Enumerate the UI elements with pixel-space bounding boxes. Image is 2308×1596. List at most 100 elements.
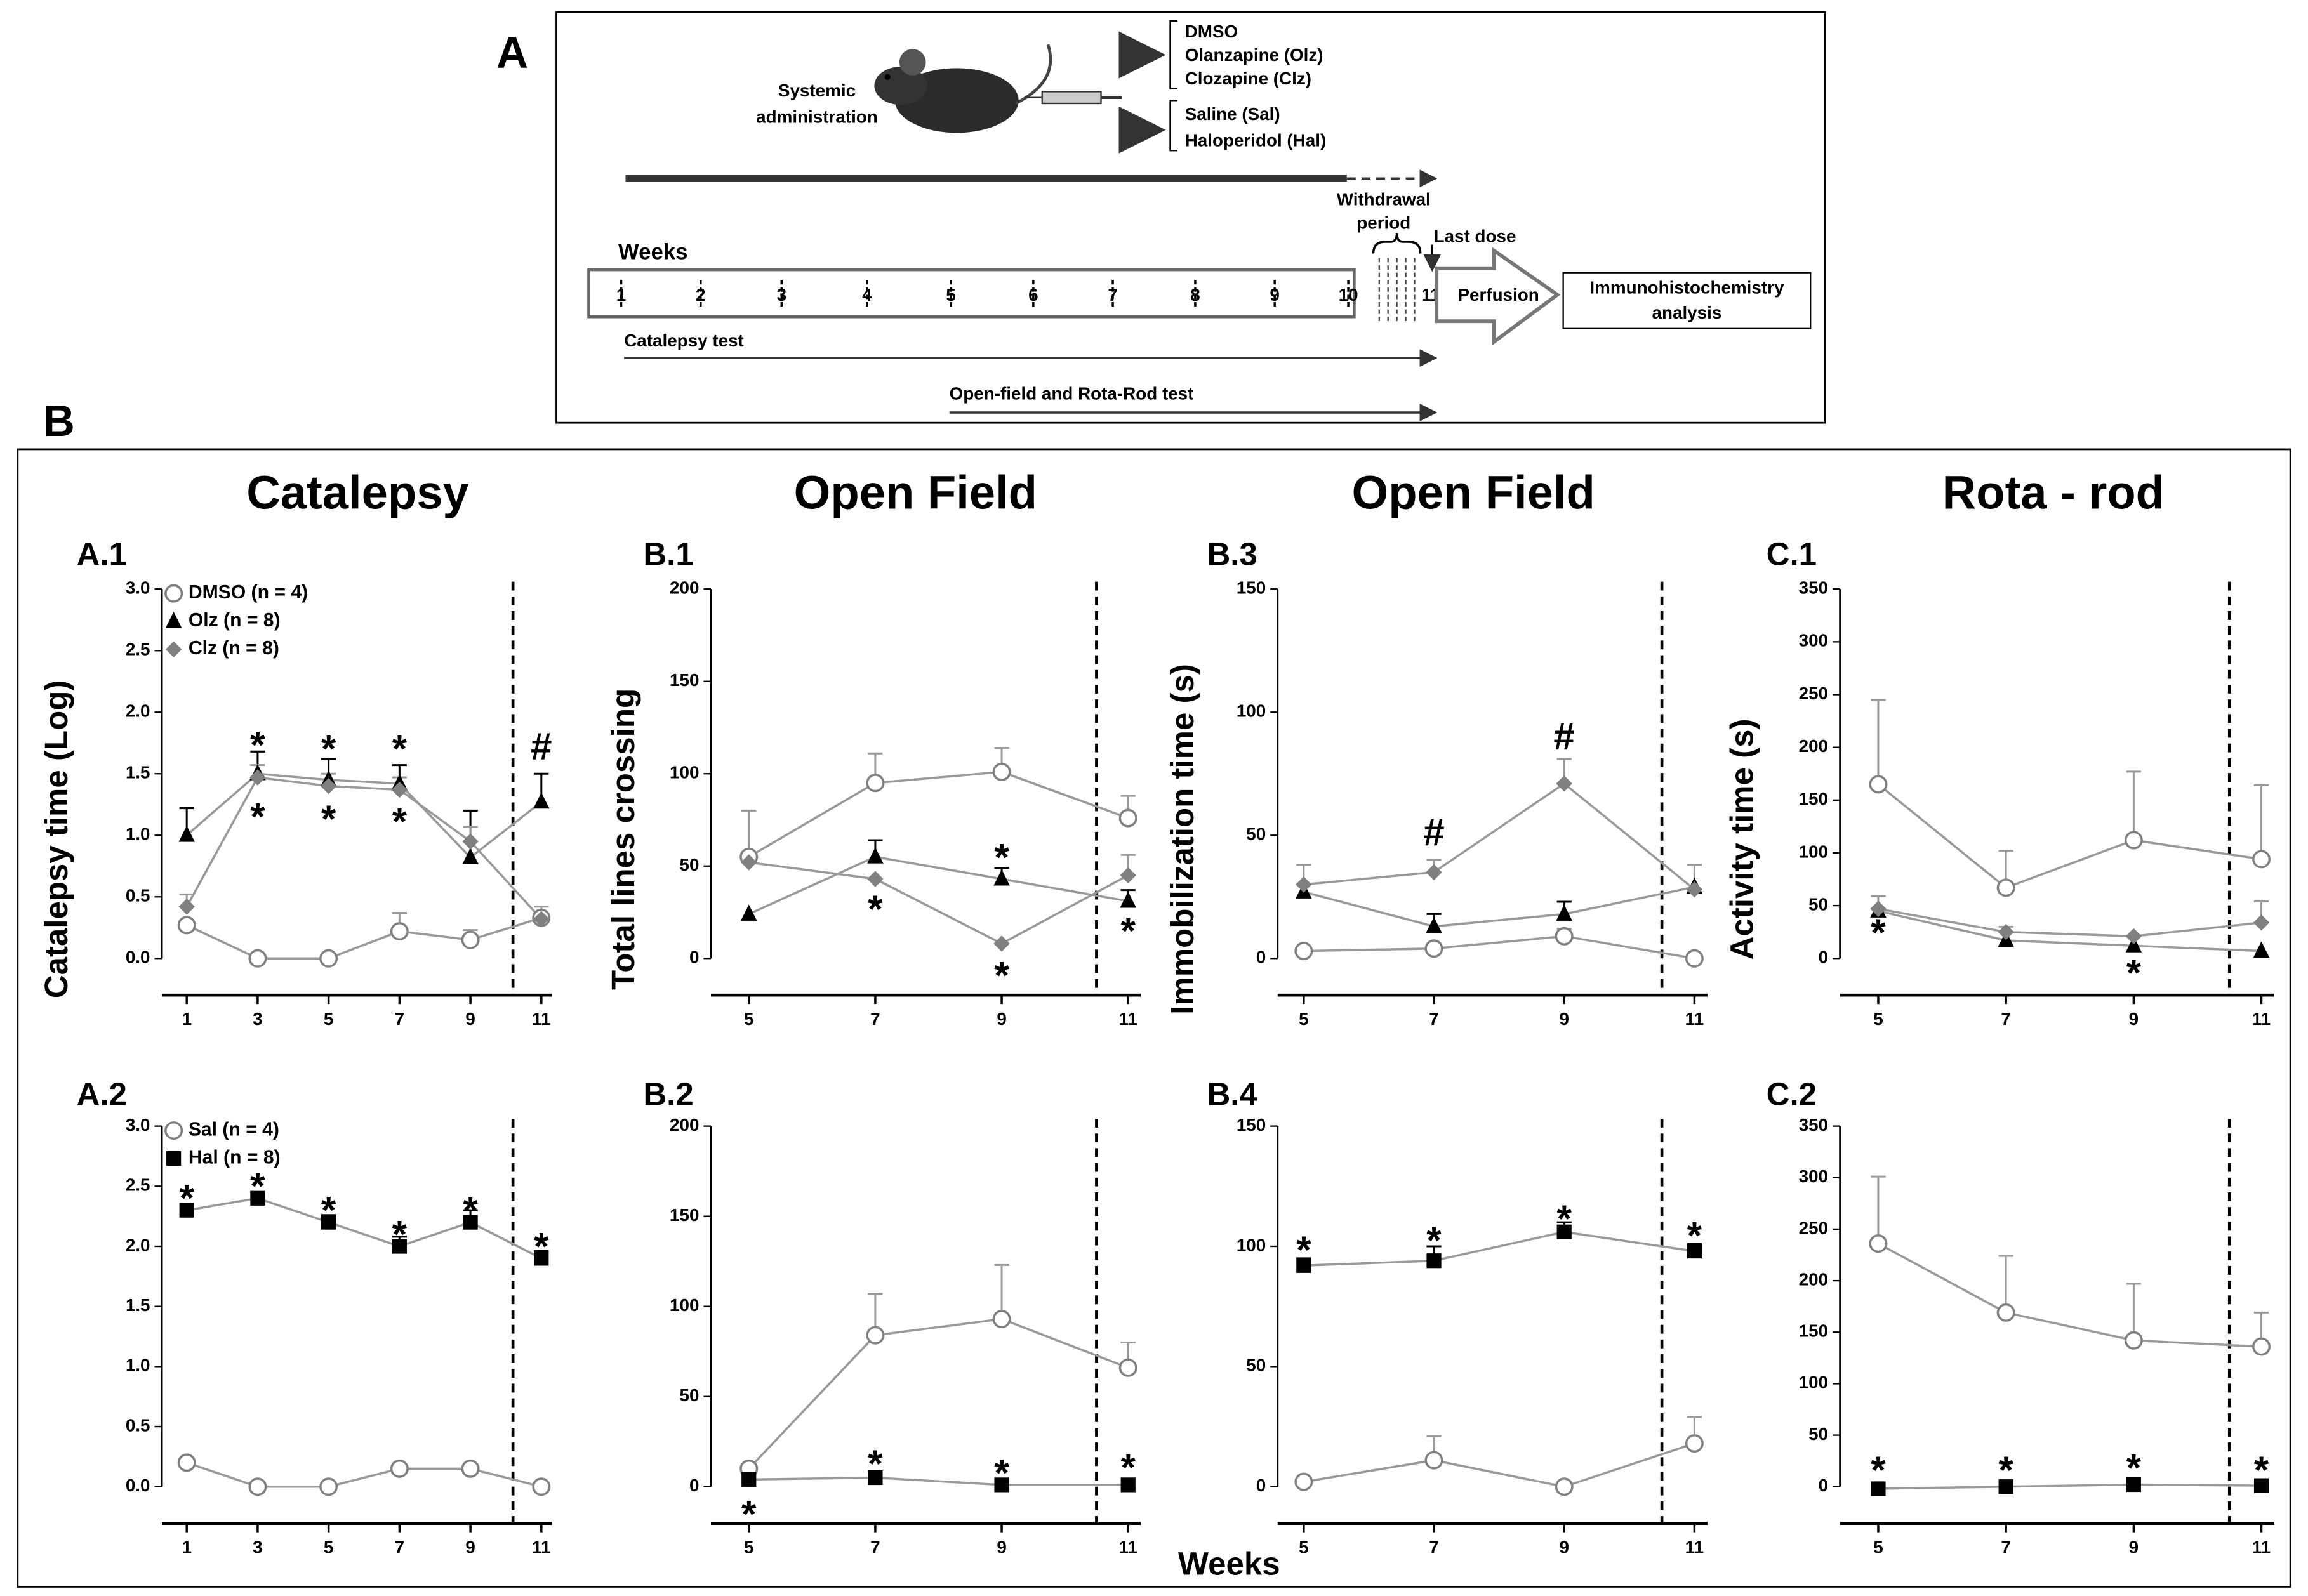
week-number: 7 <box>1108 285 1117 305</box>
chart: C.2 0 50 100 150 200 250 300 350 5 7 9 11 * * * * <box>1767 1076 2274 1557</box>
error-bar <box>1871 699 1886 784</box>
marker <box>2124 1331 2143 1350</box>
x-tick-label: 9 <box>465 1537 475 1557</box>
marker <box>1996 1303 2015 1322</box>
chart: B.2 0 50 100 150 200 5 7 9 11 * * * * <box>643 1076 1141 1557</box>
y-tick-label: 300 <box>1799 1166 1828 1186</box>
y-axis-label: Immobilization time (s) <box>1164 664 1200 1015</box>
y-tick-label: 250 <box>1799 1218 1828 1237</box>
marker <box>177 916 196 935</box>
x-tick-label: 11 <box>1119 1537 1137 1557</box>
annotation: * <box>1871 911 1886 954</box>
y-axis-label: Activity time (s) <box>1723 719 1760 960</box>
marker <box>2252 1337 2271 1356</box>
marker <box>463 1215 478 1230</box>
y-tick-label: 150 <box>670 670 699 690</box>
annotation: * <box>994 835 1009 878</box>
marker <box>250 1190 265 1206</box>
annotation: * <box>2254 1448 2269 1491</box>
x-tick-label: 9 <box>1559 1537 1569 1557</box>
series-line <box>1303 1230 1695 1267</box>
diagram-text: Immunohistochemistry <box>1589 278 1784 298</box>
legend-label: Hal (n = 8) <box>189 1147 281 1168</box>
panel-b-frame <box>17 448 2291 1588</box>
x-tick-label: 9 <box>2129 1009 2139 1029</box>
x-tick-label: 7 <box>395 1537 404 1557</box>
annotation: * <box>321 727 336 770</box>
y-tick-label: 150 <box>1237 1115 1266 1135</box>
annotation: * <box>741 1493 757 1536</box>
y-tick-label: 350 <box>1799 578 1828 598</box>
annotation: * <box>1871 1448 1886 1491</box>
y-tick-label: 50 <box>680 855 700 874</box>
marker <box>534 1251 549 1266</box>
y-tick-label: 2.0 <box>126 1235 150 1255</box>
chart: Catalepsy A.1 Catalepsy time (Log) 0.0 0.5 1.… <box>38 466 552 1029</box>
marker <box>1998 923 2014 940</box>
marker <box>1556 904 1572 921</box>
marker <box>1424 1451 1443 1470</box>
marker <box>2125 928 2142 945</box>
x-tick-label: 9 <box>2129 1537 2139 1557</box>
x-tick-label: 11 <box>1119 1009 1137 1029</box>
y-tick-label: 150 <box>670 1205 699 1225</box>
y-tick-label: 200 <box>670 578 699 598</box>
series-line <box>186 1461 542 1488</box>
marker <box>319 949 338 968</box>
series-line <box>186 772 542 859</box>
series-line <box>1877 783 2262 889</box>
series-line <box>186 916 542 960</box>
marker <box>164 584 183 603</box>
x-axis-label: Weeks <box>1178 1545 1280 1581</box>
x-tick-label: 11 <box>1685 1009 1704 1029</box>
y-tick-label: 2.5 <box>126 1175 150 1195</box>
marker <box>1685 949 1704 968</box>
annotation: * <box>392 800 408 843</box>
series-line <box>748 855 1129 915</box>
marker <box>867 871 884 887</box>
chart: A.2 0.0 0.5 1.0 1.5 2.0 2.5 3.0 1 3 5 7 9 11 * * * * * * Sal… <box>77 1076 552 1557</box>
series-line <box>1878 909 2262 953</box>
x-tick-label: 11 <box>2252 1537 2271 1557</box>
annotation: * <box>1687 1213 1702 1256</box>
x-tick-label: 11 <box>2252 1009 2271 1029</box>
y-tick-label: 200 <box>1799 1269 1828 1289</box>
diagram-text: Weeks <box>618 241 688 265</box>
marker <box>1685 1434 1704 1453</box>
marker <box>164 1121 183 1140</box>
annotation: * <box>1120 909 1136 953</box>
chart-title: Rota - rod <box>1942 466 2165 519</box>
marker <box>1426 864 1442 881</box>
annotation: * <box>868 887 883 930</box>
marker <box>248 1477 267 1496</box>
x-tick-label: 11 <box>532 1009 550 1029</box>
panel-label: A.1 <box>77 536 127 572</box>
marker <box>166 1151 182 1166</box>
y-tick-label: 50 <box>1246 1355 1266 1375</box>
annotation: * <box>392 1212 408 1255</box>
week-number: 4 <box>862 285 872 305</box>
figure-label: B <box>43 396 75 445</box>
x-tick-label: 11 <box>532 1537 550 1557</box>
marker <box>532 1477 551 1496</box>
marker <box>165 612 182 628</box>
x-tick-label: 3 <box>253 1537 262 1557</box>
mouse-icon <box>874 44 1052 133</box>
annotation: * <box>1556 1197 1572 1240</box>
chart: Rota - rod C.1 Activity time (s) 0 50 100 150 2… <box>1723 466 2274 1029</box>
y-tick-label: 200 <box>1799 736 1828 756</box>
series-line <box>748 1317 1129 1470</box>
diagram-text: Systemic <box>778 81 856 100</box>
annotation: * <box>250 795 265 838</box>
annotation: * <box>321 1189 336 1232</box>
marker <box>1118 1358 1137 1377</box>
error-bar <box>2253 784 2269 859</box>
marker <box>1118 808 1137 828</box>
x-tick-label: 9 <box>465 1009 475 1029</box>
y-tick-label: 250 <box>1799 683 1828 703</box>
y-tick-label: 0.5 <box>126 1415 150 1435</box>
annotation: * <box>994 1451 1009 1494</box>
annotation: # <box>1423 810 1445 854</box>
diagram-text: administration <box>756 107 878 127</box>
